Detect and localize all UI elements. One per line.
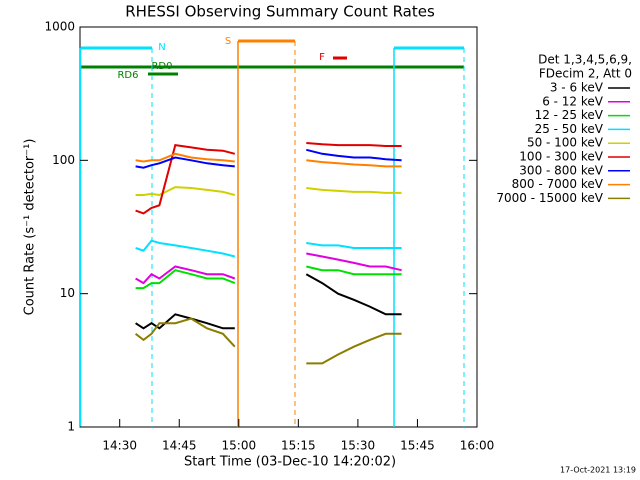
x-tick-label: 15:00: [222, 439, 257, 453]
legend-header: FDecim 2, Att 0: [539, 67, 632, 81]
series-line: [135, 142, 402, 215]
x-tick-label: 15:15: [281, 439, 316, 453]
legend-label: 300 - 800 keV: [519, 163, 603, 177]
x-tick-label: 15:45: [400, 439, 435, 453]
legend-label: 12 - 25 keV: [535, 108, 604, 122]
x-axis-label: Start Time (03-Dec-10 14:20:02): [184, 455, 396, 470]
series-line: [135, 148, 402, 169]
x-tick-label: 15:30: [341, 439, 376, 453]
legend-label: 50 - 100 keV: [527, 136, 604, 150]
flag-label: S: [225, 36, 231, 47]
legend-label: 25 - 50 keV: [535, 122, 604, 136]
legend-label: 7000 - 15000 keV: [496, 191, 603, 205]
flag-label: RD0: [151, 61, 172, 72]
legend-label: 6 - 12 keV: [542, 94, 604, 108]
y-axis-label: Count Rate (s⁻¹ detector⁻¹): [23, 139, 38, 316]
series-line: [135, 186, 402, 197]
legend-header: Det 1,3,4,5,6,9,: [538, 53, 632, 67]
y-tick-label: 1000: [44, 20, 75, 34]
series-line: [135, 265, 402, 290]
x-tick-label: 16:00: [460, 439, 495, 453]
status-flags: [79, 39, 465, 427]
x-tick-label: 14:45: [162, 439, 197, 453]
series-line: [134, 317, 402, 365]
flag-label: F: [319, 52, 325, 63]
x-tick-label: 14:30: [102, 439, 137, 453]
y-tick-label: 1: [67, 420, 75, 434]
flag-label: RD6: [117, 70, 138, 81]
plot-frame: [79, 26, 478, 428]
legend-label: 3 - 6 keV: [550, 81, 604, 95]
legend-label: 800 - 7000 keV: [512, 177, 604, 191]
series-line: [135, 152, 402, 168]
series-line: [135, 239, 402, 258]
series-line: [135, 252, 402, 285]
chart-title: RHESSI Observing Summary Count Rates: [125, 3, 435, 21]
flag-label: N: [158, 42, 165, 53]
legend-label: 100 - 300 keV: [519, 150, 603, 164]
y-tick-label: 10: [60, 286, 75, 300]
y-tick-label: 100: [52, 153, 75, 167]
footer: 17-Oct-2021 13:19: [560, 466, 636, 475]
series-line: [135, 273, 402, 330]
